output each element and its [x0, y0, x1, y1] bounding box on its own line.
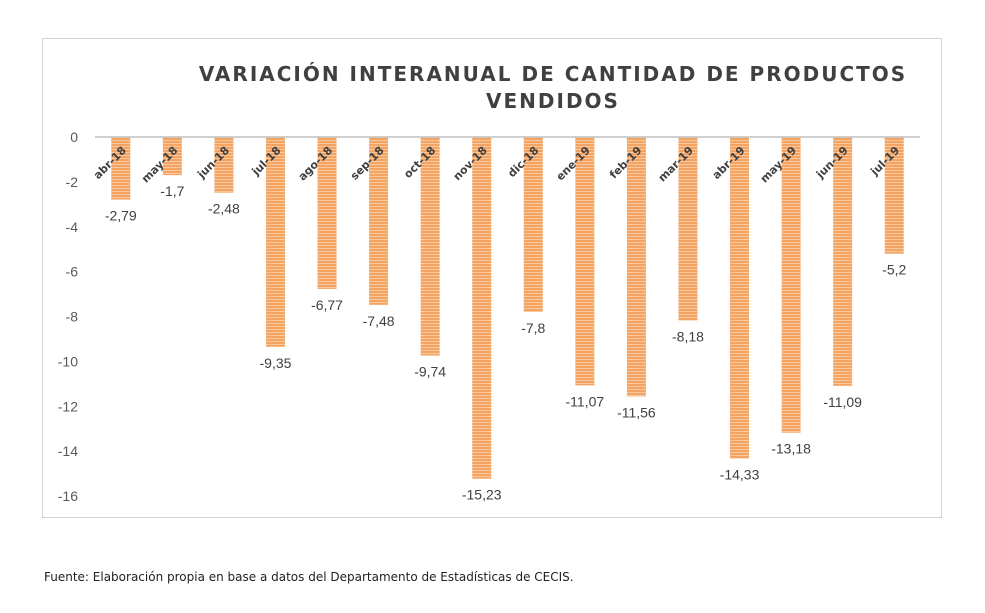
bar-jul-18 — [265, 137, 285, 347]
y-tick-label: -8 — [66, 309, 79, 325]
bar-mar-19 — [678, 137, 698, 321]
y-tick-label: -14 — [58, 443, 78, 459]
data-label: -15,23 — [462, 487, 502, 503]
bar-sep-18 — [369, 137, 389, 305]
bar-dic-18 — [523, 137, 543, 313]
bar-abr-19 — [730, 137, 750, 459]
y-tick-label: -12 — [58, 398, 78, 414]
data-label: -2,79 — [105, 208, 137, 224]
y-tick-label: -2 — [66, 174, 79, 190]
y-axis: 0 -2 -4 -6 -8 -10 -12 -14 -16 — [58, 129, 78, 504]
y-tick-label: -4 — [66, 219, 79, 235]
data-label: -9,74 — [414, 364, 446, 380]
data-label: -2,48 — [208, 201, 240, 217]
bars — [111, 137, 904, 479]
data-label: -13,18 — [771, 441, 811, 457]
bar-jul-19 — [884, 137, 904, 254]
chart-title-line-1: VARIACIÓN INTERANUAL DE CANTIDAD DE PROD… — [198, 62, 908, 86]
y-tick-label: -16 — [58, 488, 78, 504]
data-label: -9,35 — [260, 355, 292, 371]
bar-may-19 — [781, 137, 801, 433]
bar-jun-19 — [833, 137, 853, 386]
data-label: -14,33 — [720, 467, 760, 483]
data-labels: -2,79 -1,7 -2,48 -9,35 -6,77 -7,48 -9,74 -15,23… — [105, 183, 907, 503]
data-label: -8,18 — [672, 329, 704, 345]
data-label: -1,7 — [160, 183, 184, 199]
bar-may-18 — [162, 137, 182, 176]
bar-abr-18 — [111, 137, 131, 200]
chart-title: VARIACIÓN INTERANUAL DE CANTIDAD DE PROD… — [193, 61, 913, 115]
data-label: -7,8 — [521, 320, 545, 336]
bar-nov-18 — [472, 137, 492, 479]
data-label: -11,09 — [823, 394, 862, 410]
bar-oct-18 — [420, 137, 440, 356]
bar-feb-19 — [626, 137, 646, 397]
data-label: -11,07 — [566, 393, 605, 409]
y-tick-label: -10 — [58, 353, 78, 369]
bar-ago-18 — [317, 137, 337, 289]
x-axis-tick-labels: abr-18 may-18 jun-18 jul-18 ago-18 sep-18 oct-… — [91, 144, 902, 185]
data-label: -11,56 — [617, 404, 656, 420]
source-note: Fuente: Elaboración propia en base a dat… — [44, 570, 574, 584]
data-label: -7,48 — [363, 313, 395, 329]
data-label: -6,77 — [311, 297, 343, 313]
data-label: -5,2 — [882, 262, 906, 278]
chart-title-line-2: VENDIDOS — [486, 89, 620, 113]
y-tick-label: -6 — [66, 264, 79, 280]
bar-jun-18 — [214, 137, 234, 193]
y-tick-label: 0 — [70, 129, 78, 145]
bar-ene-19 — [575, 137, 595, 386]
